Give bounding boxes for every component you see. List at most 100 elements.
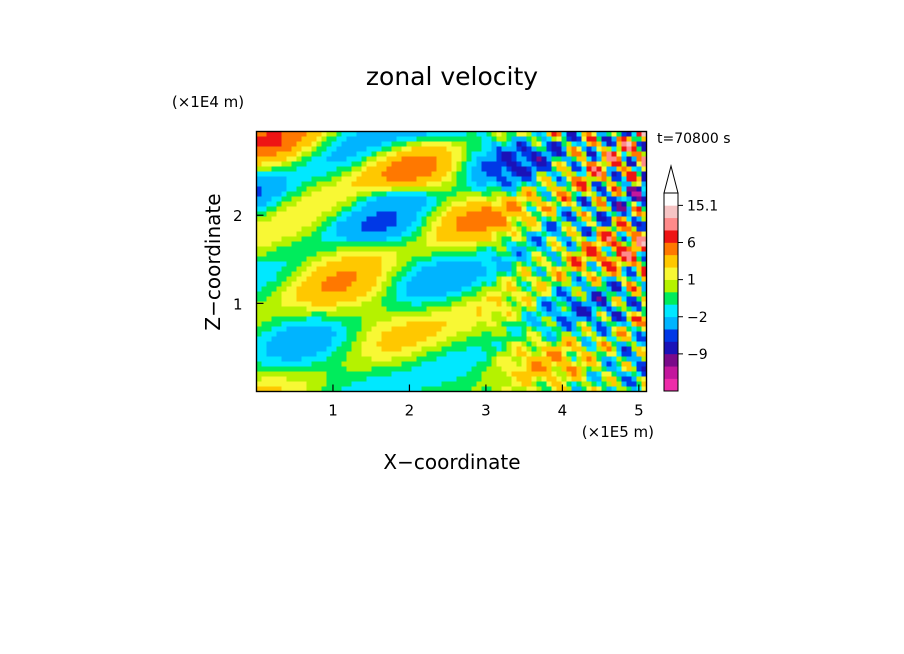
field-cell xyxy=(476,261,482,267)
field-cell xyxy=(271,231,277,237)
field-cell xyxy=(296,241,302,247)
field-cell xyxy=(471,236,477,242)
field-cell xyxy=(366,206,372,212)
field-cell xyxy=(376,321,382,327)
field-cell xyxy=(291,176,297,182)
field-cell xyxy=(546,361,552,367)
field-cell xyxy=(291,301,297,307)
field-cell xyxy=(261,191,267,197)
field-cell xyxy=(346,176,352,182)
field-cell xyxy=(426,161,432,167)
field-cell xyxy=(606,311,612,317)
field-cell xyxy=(466,246,472,252)
field-cell xyxy=(416,366,422,372)
field-cell xyxy=(476,286,482,292)
field-cell xyxy=(486,291,492,297)
field-cell xyxy=(516,316,522,322)
field-cell xyxy=(386,371,392,377)
field-cell xyxy=(626,326,632,332)
field-cell xyxy=(556,241,562,247)
field-cell xyxy=(556,326,562,332)
field-cell xyxy=(366,246,372,252)
field-cell xyxy=(341,161,347,167)
field-cell xyxy=(371,206,377,212)
field-cell xyxy=(426,291,432,297)
field-cell xyxy=(511,286,517,292)
field-cell xyxy=(556,166,562,172)
field-cell xyxy=(506,176,512,182)
field-cell xyxy=(466,286,472,292)
field-cell xyxy=(476,296,482,302)
field-cell xyxy=(621,306,627,312)
field-cell xyxy=(491,346,497,352)
field-cell xyxy=(301,256,307,262)
field-cell xyxy=(491,181,497,187)
field-cell xyxy=(441,236,447,242)
field-cell xyxy=(531,341,537,347)
field-cell xyxy=(506,241,512,247)
field-cell xyxy=(491,276,497,282)
field-cell xyxy=(366,131,372,137)
field-cell xyxy=(361,176,367,182)
field-cell xyxy=(286,316,292,322)
field-cell xyxy=(496,306,502,312)
x-tick-label: 3 xyxy=(481,402,491,420)
field-cell xyxy=(301,281,307,287)
field-cell xyxy=(466,341,472,347)
field-cell xyxy=(306,171,312,177)
field-cell xyxy=(521,311,527,317)
field-cell xyxy=(316,146,322,152)
field-cell xyxy=(576,381,582,387)
field-cell xyxy=(326,166,332,172)
field-cell xyxy=(611,206,617,212)
field-cell xyxy=(571,371,577,377)
field-cell xyxy=(491,136,497,142)
field-cell xyxy=(396,361,402,367)
field-cell xyxy=(406,366,412,372)
field-cell xyxy=(266,376,272,382)
field-cell xyxy=(486,296,492,302)
field-cell xyxy=(426,246,432,252)
field-cell xyxy=(436,341,442,347)
field-cell xyxy=(411,331,417,337)
field-cell xyxy=(386,136,392,142)
field-cell xyxy=(471,196,477,202)
field-cell xyxy=(401,336,407,342)
field-cell xyxy=(381,361,387,367)
field-cell xyxy=(336,336,342,342)
field-cell xyxy=(496,386,502,392)
field-cell xyxy=(291,211,297,217)
field-cell xyxy=(576,216,582,222)
field-cell xyxy=(626,246,632,252)
field-cell xyxy=(621,251,627,257)
field-cell xyxy=(531,151,537,157)
field-cell xyxy=(406,291,412,297)
field-cell xyxy=(336,201,342,207)
field-cell xyxy=(541,156,547,162)
field-cell xyxy=(366,351,372,357)
field-cell xyxy=(631,236,637,242)
field-cell xyxy=(451,361,457,367)
field-cell xyxy=(536,301,542,307)
field-cell xyxy=(491,231,497,237)
field-cell xyxy=(286,271,292,277)
field-cell xyxy=(641,346,647,352)
field-cell xyxy=(391,151,397,157)
field-cell xyxy=(261,231,267,237)
field-cell xyxy=(506,311,512,317)
field-cell xyxy=(486,301,492,307)
field-cell xyxy=(381,241,387,247)
field-cell xyxy=(436,296,442,302)
field-cell xyxy=(416,341,422,347)
field-cell xyxy=(371,246,377,252)
field-cell xyxy=(341,371,347,377)
field-cell xyxy=(426,261,432,267)
field-cell xyxy=(491,326,497,332)
field-cell xyxy=(551,326,557,332)
field-cell xyxy=(626,386,632,392)
field-cell xyxy=(356,376,362,382)
field-cell xyxy=(386,211,392,217)
field-cell xyxy=(511,136,517,142)
field-cell xyxy=(481,371,487,377)
field-cell xyxy=(381,381,387,387)
